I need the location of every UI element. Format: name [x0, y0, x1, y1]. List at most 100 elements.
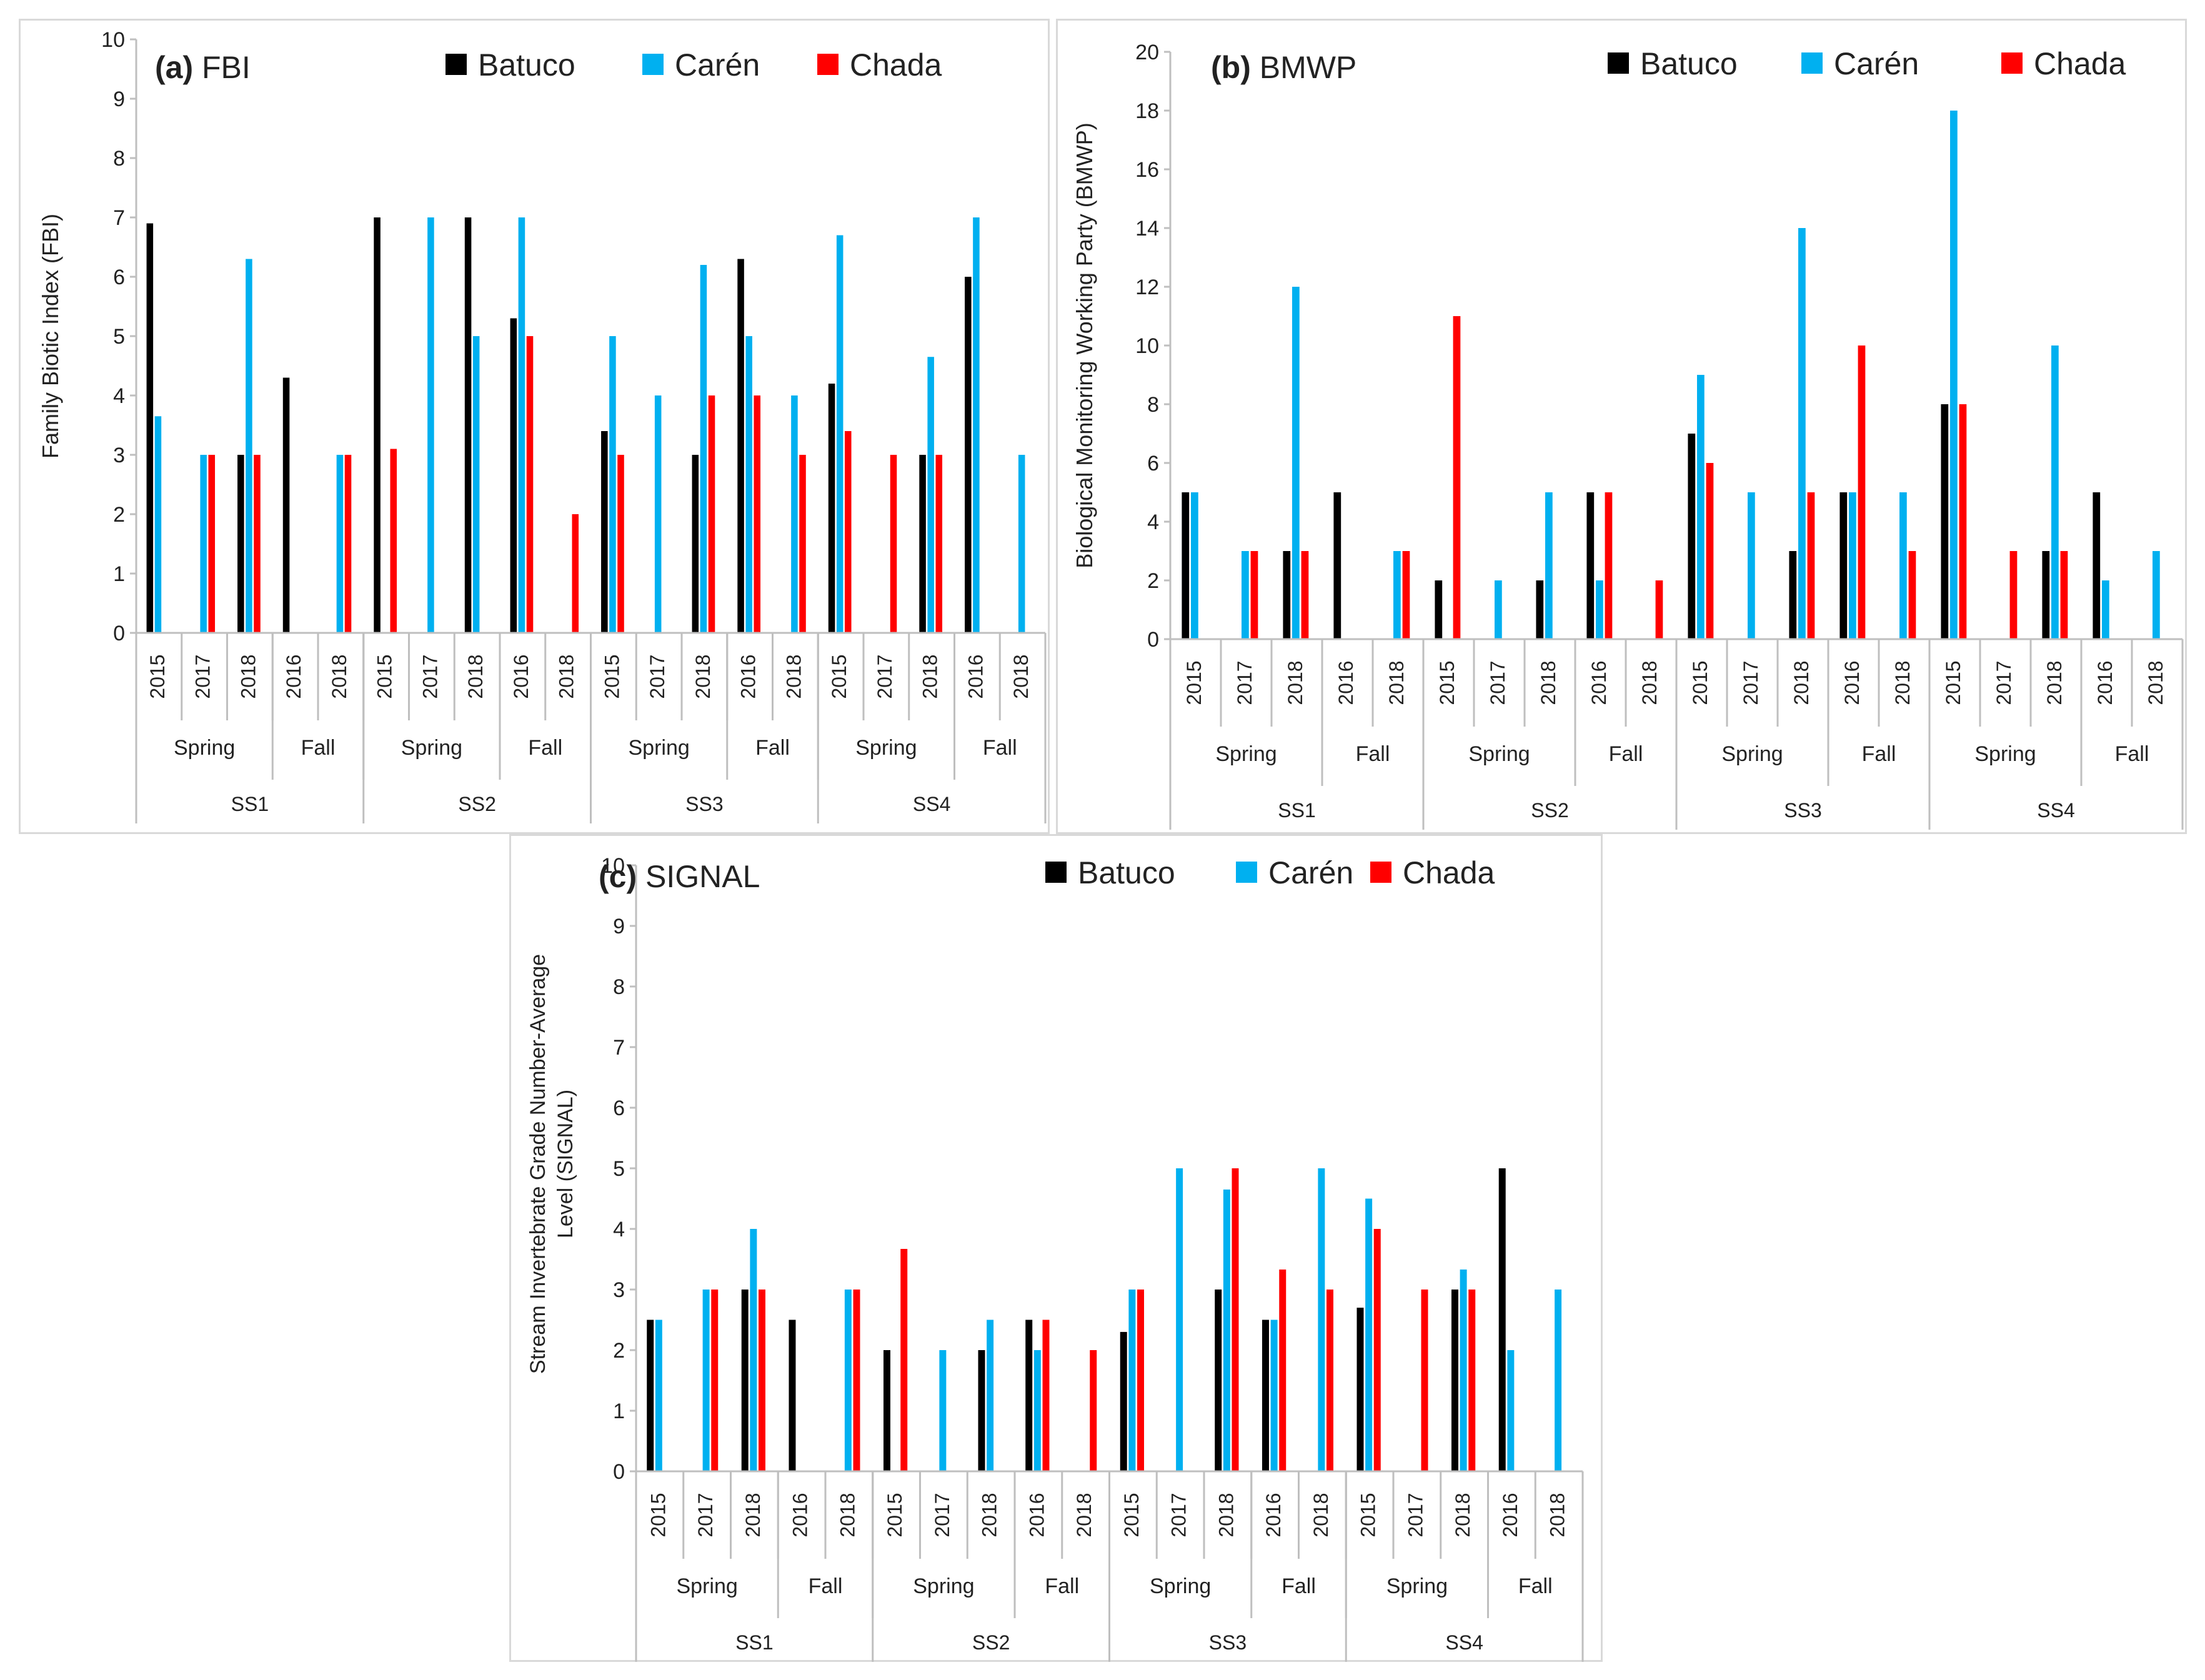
site-label: SS4 [913, 793, 950, 815]
season-label: Spring [1721, 742, 1783, 766]
season-label: Spring [1150, 1574, 1211, 1598]
legend-label: Carén [1834, 46, 1919, 81]
x-tick-label: 2017 [192, 654, 214, 698]
chart-title: (c) SIGNAL [599, 859, 760, 894]
bar-batuco [374, 217, 381, 633]
bar-caren [1899, 492, 1907, 639]
y-tick-label: 16 [1135, 158, 1159, 182]
bar-caren [2102, 580, 2109, 639]
bar-batuco [647, 1320, 654, 1471]
y-tick-label: 9 [613, 915, 625, 938]
bar-batuco [828, 384, 835, 633]
x-tick-label: 2018 [919, 654, 942, 698]
x-tick-label: 2016 [1262, 1493, 1285, 1537]
bar-chada [1858, 345, 1866, 639]
y-tick-label: 8 [613, 975, 625, 999]
bar-caren [791, 395, 798, 633]
x-tick-label: 2016 [1841, 660, 1863, 705]
bar-chada [1908, 551, 1916, 639]
x-tick-label: 2018 [1073, 1493, 1095, 1537]
site-label: SS3 [1784, 799, 1821, 822]
bar-caren [1191, 492, 1198, 639]
y-axis-title-line1: Stream Invertebrate Grade Number-Average [526, 954, 550, 1374]
legend-label: Batuco [1640, 46, 1738, 81]
bar-caren [1018, 455, 1025, 633]
x-tick-label: 2015 [1942, 660, 1964, 705]
y-axis-title: Stream Invertebrate Grade Number-Average… [526, 954, 577, 1374]
bar-chada [890, 455, 897, 633]
bar-chada [1959, 404, 1967, 639]
site-label: SS4 [1445, 1631, 1483, 1654]
season-label: Fall [1356, 742, 1390, 766]
x-tick-label: 2015 [146, 654, 169, 698]
y-tick-label: 20 [1135, 41, 1159, 64]
x-tick-label: 2015 [1689, 660, 1711, 705]
bar-chada [759, 1290, 765, 1471]
bar-chada [254, 455, 261, 633]
site-label: SS2 [972, 1631, 1010, 1654]
x-tick-label: 2016 [1335, 660, 1357, 705]
season-label: Fall [1609, 742, 1643, 766]
season-label: Fall [809, 1574, 843, 1598]
legend-swatch [1370, 862, 1391, 883]
bar-batuco [1839, 492, 1848, 639]
x-tick-label: 2015 [1183, 660, 1205, 705]
bar-chada [1605, 492, 1613, 639]
y-tick-label: 6 [1147, 452, 1159, 475]
bar-caren [1507, 1350, 1515, 1471]
season-label: Spring [1468, 742, 1530, 766]
y-tick-label: 9 [113, 87, 125, 111]
legend-swatch [2001, 52, 2023, 74]
site-label: SS1 [735, 1631, 773, 1654]
chart-title-name: FBI [193, 50, 251, 85]
season-label: Fall [1045, 1574, 1079, 1598]
bar-batuco [601, 431, 608, 633]
x-tick-label: 2016 [1588, 660, 1610, 705]
legend-label: Chada [1403, 855, 1495, 890]
bar-batuco [741, 1290, 749, 1471]
x-tick-label: 2015 [374, 654, 396, 698]
chart-panel-fbi: 0 1 2 3 4 5 6 7 8 9 10 2015 2017 2018 2016 2018 2015 2017… [19, 19, 1050, 834]
x-tick-label: 2016 [1499, 1493, 1521, 1537]
bar-caren [1555, 1290, 1562, 1471]
y-tick-label: 3 [113, 444, 125, 467]
chart-title: (a) FBI [155, 50, 251, 85]
x-tick-label: 2017 [1404, 1493, 1426, 1537]
x-tick-label: 2016 [1025, 1493, 1048, 1537]
y-tick-label: 6 [613, 1096, 625, 1120]
x-tick-label: 2018 [1537, 660, 1560, 705]
x-tick-label: 2017 [1233, 660, 1256, 705]
season-label: Spring [676, 1574, 737, 1598]
bar-chada [1373, 1229, 1381, 1471]
x-tick-label: 2018 [328, 654, 351, 698]
bar-batuco [1215, 1290, 1222, 1471]
chart-title-name: SIGNAL [637, 859, 760, 894]
bar-caren [1365, 1198, 1373, 1471]
bar-caren [200, 455, 207, 633]
y-tick-label: 0 [113, 622, 125, 645]
x-tick-label: 2017 [931, 1493, 953, 1537]
x-tick-label: 2016 [789, 1493, 812, 1537]
bar-batuco [737, 259, 744, 633]
bar-caren [472, 336, 480, 633]
bar-batuco [1025, 1320, 1033, 1471]
bar-batuco [510, 318, 517, 633]
bar-caren [1242, 551, 1249, 639]
bar-batuco [1435, 580, 1443, 639]
season-label: Fall [2115, 742, 2149, 766]
legend-label: Batuco [478, 47, 575, 82]
y-axis-title: Biological Monitoring Working Party (BMW… [1072, 122, 1097, 569]
season-label: Spring [401, 736, 462, 760]
x-tick-label: 2018 [2144, 660, 2167, 705]
bar-caren [702, 1290, 710, 1471]
chart-title-letter: (c) [599, 859, 637, 894]
bar-chada [344, 455, 352, 633]
site-label: SS4 [2037, 799, 2074, 822]
bar-chada [1042, 1320, 1050, 1471]
legend-label: Chada [850, 47, 942, 82]
bar-batuco [1536, 580, 1544, 639]
bar-caren [987, 1320, 994, 1471]
bar-caren [1223, 1189, 1230, 1471]
bar-caren [1950, 111, 1958, 639]
chart-bmwp: 0 2 4 6 8 10 12 14 16 18 20 2015 2017 2018 2016 2018 201… [1072, 41, 2184, 830]
